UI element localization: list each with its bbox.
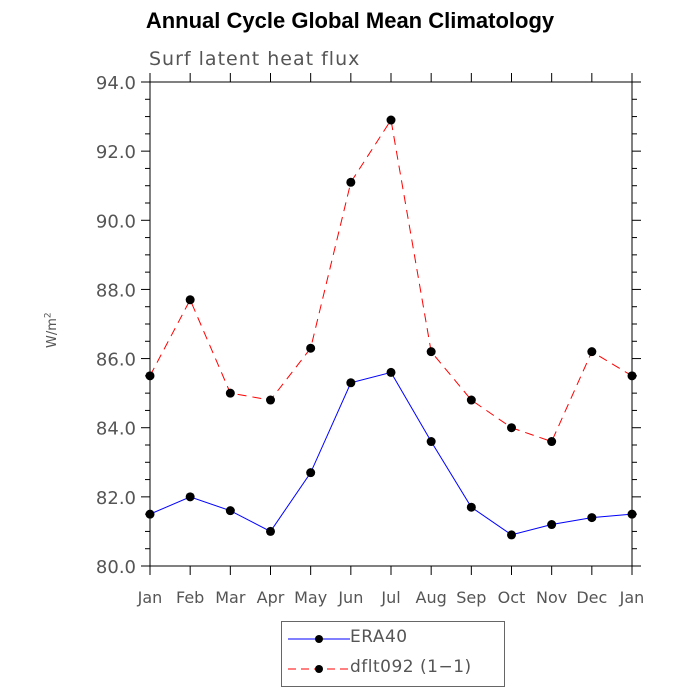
series-line-dflt092 <box>149 118 633 443</box>
x-tick-label: Oct <box>498 588 526 607</box>
x-tick-label: Sep <box>456 588 486 607</box>
x-tick-label: Apr <box>257 588 285 607</box>
x-tick-label: Mar <box>215 588 246 607</box>
x-tick-label: Dec <box>576 588 607 607</box>
y-tick-label: 90.0 <box>96 211 136 232</box>
data-point-era40 <box>547 520 557 530</box>
data-point-dflt092 <box>386 115 396 125</box>
x-tick-label: Jan <box>619 588 645 607</box>
y-tick-label: 88.0 <box>96 280 136 301</box>
legend-swatch-dflt092 <box>288 665 350 673</box>
data-point-era40 <box>346 378 356 388</box>
data-point-dflt092 <box>466 395 476 405</box>
data-point-dflt092 <box>507 423 516 433</box>
data-point-dflt092 <box>145 371 155 381</box>
legend-item-dflt092: dflt092 (1−1) <box>282 654 504 684</box>
data-point-era40 <box>627 509 637 519</box>
legend-item-era40: ERA40 <box>282 624 504 654</box>
y-tick-label: 86.0 <box>96 350 136 371</box>
data-point-dflt092 <box>547 437 557 447</box>
data-point-era40 <box>145 509 155 519</box>
data-point-dflt092 <box>587 347 597 357</box>
legend-label-dflt092: dflt092 (1−1) <box>350 657 472 677</box>
data-point-era40 <box>386 367 396 377</box>
chart-title: Annual Cycle Global Mean Climatology <box>145 8 555 33</box>
data-point-era40 <box>306 468 316 478</box>
chart-subtitle: Surf latent heat flux <box>149 48 361 70</box>
y-tick-label: 82.0 <box>96 488 136 509</box>
x-tick-label: Jun <box>337 588 363 607</box>
data-point-era40 <box>507 530 516 540</box>
data-point-dflt092 <box>306 343 316 353</box>
y-tick-label: 92.0 <box>96 142 136 163</box>
data-point-dflt092 <box>225 388 235 398</box>
plot-frame <box>149 81 633 567</box>
x-tick-label: Jul <box>380 588 400 607</box>
x-tick-label: May <box>294 588 327 607</box>
data-point-dflt092 <box>426 347 436 357</box>
x-tick-label: Nov <box>536 588 567 607</box>
data-point-dflt092 <box>346 177 356 187</box>
data-point-era40 <box>266 526 275 536</box>
data-point-era40 <box>225 506 235 516</box>
data-point-dflt092 <box>185 295 195 305</box>
y-tick-label: 80.0 <box>96 557 136 578</box>
legend-swatch-era40 <box>288 635 350 643</box>
data-point-era40 <box>426 437 436 447</box>
x-tick-label: Jan <box>137 588 163 607</box>
y-tick-label: 94.0 <box>96 73 136 94</box>
x-tick-label: Aug <box>416 588 447 607</box>
data-point-dflt092 <box>627 371 637 381</box>
data-point-dflt092 <box>266 395 275 405</box>
data-point-era40 <box>587 513 597 523</box>
series-line-era40 <box>149 371 633 536</box>
legend-label-era40: ERA40 <box>350 627 408 647</box>
data-point-era40 <box>185 492 195 502</box>
y-tick-label: 84.0 <box>96 419 136 440</box>
data-point-era40 <box>466 502 476 512</box>
x-tick-label: Feb <box>176 588 204 607</box>
legend: ERA40 dflt092 (1−1) <box>281 621 505 687</box>
